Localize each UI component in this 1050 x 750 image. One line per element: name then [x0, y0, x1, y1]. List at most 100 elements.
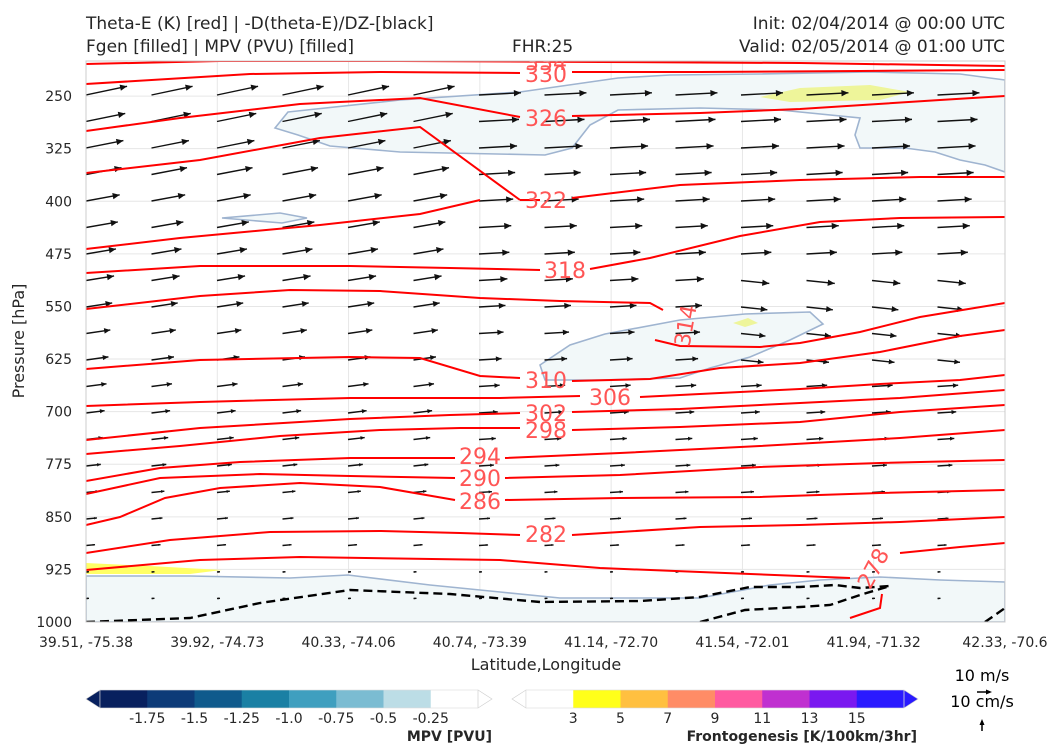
x-tick-label: 40.74, -73.39: [433, 635, 527, 651]
wind-vector-head: [820, 410, 826, 415]
wind-vector-head: [756, 383, 762, 388]
wind-vector-head: [749, 517, 752, 520]
wind-vector-head: [101, 382, 107, 387]
wind-vector-head: [825, 306, 833, 313]
wind-vector-head: [174, 247, 182, 254]
wind-vector-head: [741, 597, 744, 600]
theta-e-label: 330: [525, 63, 567, 88]
wind-vector-head: [698, 249, 706, 256]
wind-vector-head: [234, 328, 242, 334]
mpv-colorbar-label: MPV [PVU]: [407, 729, 492, 745]
wind-vector-head: [439, 192, 448, 200]
wind-vector-head: [754, 410, 760, 415]
y-tick-label: 925: [45, 562, 72, 578]
wind-vector-head: [96, 463, 101, 467]
colorbar-segment: [194, 690, 243, 708]
y-axis-label: Pressure [hPa]: [9, 284, 28, 399]
x-tick-label: 40.33, -74.06: [302, 635, 396, 651]
wind-vector-head: [108, 247, 116, 254]
wind-vector-head: [227, 463, 232, 467]
vector-key-horizontal-arrowhead: [986, 689, 992, 695]
wind-vector-head: [958, 279, 966, 286]
wind-vector-head: [500, 276, 508, 283]
wind-vector-head: [217, 571, 220, 573]
theta-e-label: 326: [525, 107, 567, 132]
wind-vector-head: [575, 143, 583, 150]
wind-vector-head: [704, 169, 712, 177]
wind-vector-head: [103, 328, 111, 334]
wind-vector-head: [175, 220, 184, 227]
wind-vector-head: [559, 383, 566, 388]
wind-vector-head: [558, 410, 564, 415]
wind-vector-head: [414, 597, 417, 600]
wind-vector-head: [497, 329, 504, 336]
wind-vector-head: [479, 571, 482, 573]
wind-vector-head: [769, 169, 778, 177]
colorbar-tick-label: 15: [848, 711, 866, 727]
wind-vector-head: [230, 409, 236, 414]
colorbar-tick-label: -1.5: [181, 711, 208, 727]
mpv-region-small: [221, 212, 308, 224]
colorbar-tick-label: -1.0: [275, 711, 302, 727]
stability-contour-2: [699, 584, 891, 622]
colorbar-segment: [856, 690, 905, 708]
colorbar-tick-label: -0.75: [318, 711, 354, 727]
colorbar-segment: [383, 690, 432, 708]
wind-vector-head: [94, 516, 97, 520]
wind-vector-head: [621, 463, 625, 467]
wind-vector-head: [818, 436, 824, 441]
wind-vector-head: [226, 490, 230, 493]
colorbar-tick-label: 5: [616, 711, 625, 727]
wind-vector-head: [897, 222, 905, 230]
theta-e-282: [86, 516, 1005, 554]
wind-vector-head: [880, 517, 883, 520]
theta-e-278: [86, 542, 1005, 579]
wind-vector-head: [949, 436, 955, 441]
wind-vector-head: [890, 332, 897, 339]
wind-vector-head: [312, 138, 320, 146]
vector-key-horizontal-label: 10 m/s: [955, 666, 1010, 685]
theta-e-286: [86, 481, 1005, 526]
x-axis: 39.51, -75.38 39.92, -74.73 40.33, -74.06 4…: [39, 635, 1048, 651]
wind-vector-head: [310, 165, 319, 173]
stability-contour-3: [984, 607, 1005, 622]
theta-e-label: 294: [459, 445, 501, 470]
colorbar-tick-label: -1.25: [224, 711, 260, 727]
wind-vector-head: [223, 543, 227, 546]
wind-vector-head: [179, 165, 188, 173]
wind-vector-head: [545, 571, 548, 573]
wind-vector-head: [635, 222, 643, 230]
wind-vector-head: [294, 436, 300, 440]
theta-e-298: [86, 404, 1005, 455]
wind-vector-head: [420, 543, 423, 546]
colorbar-segment: [241, 690, 290, 708]
wind-vector-head: [225, 516, 228, 520]
wind-vector-head: [642, 116, 651, 123]
wind-vector-head: [365, 328, 373, 334]
wind-vector-head: [167, 355, 174, 361]
wind-vector-head: [813, 544, 816, 547]
wind-vector-head: [237, 273, 246, 281]
wind-vector-head: [565, 276, 573, 283]
wind-vector-head: [490, 463, 494, 467]
wind-vector-head: [816, 490, 820, 494]
colorbar-extend-low: [85, 689, 101, 709]
y-tick-label: 850: [45, 510, 72, 526]
colorbar-outline: [99, 689, 479, 709]
wind-vector-head: [363, 382, 369, 387]
wind-vector-head: [552, 517, 556, 520]
colorbar-extend-high: [477, 689, 493, 709]
wind-vector-head: [246, 138, 255, 146]
wind-vector-head: [488, 490, 492, 494]
wind-vector-head: [297, 382, 304, 387]
wind-vector-head: [693, 329, 701, 336]
wind-vector-head: [432, 301, 440, 307]
wind-vector-head: [706, 143, 714, 150]
wind-vector-head: [498, 302, 506, 309]
theta-e-278b: [849, 593, 883, 619]
colorbar-segment: [762, 690, 810, 708]
wind-vector-head: [962, 222, 970, 230]
wind-vector-head: [759, 332, 766, 339]
wind-vector-head: [491, 436, 496, 441]
